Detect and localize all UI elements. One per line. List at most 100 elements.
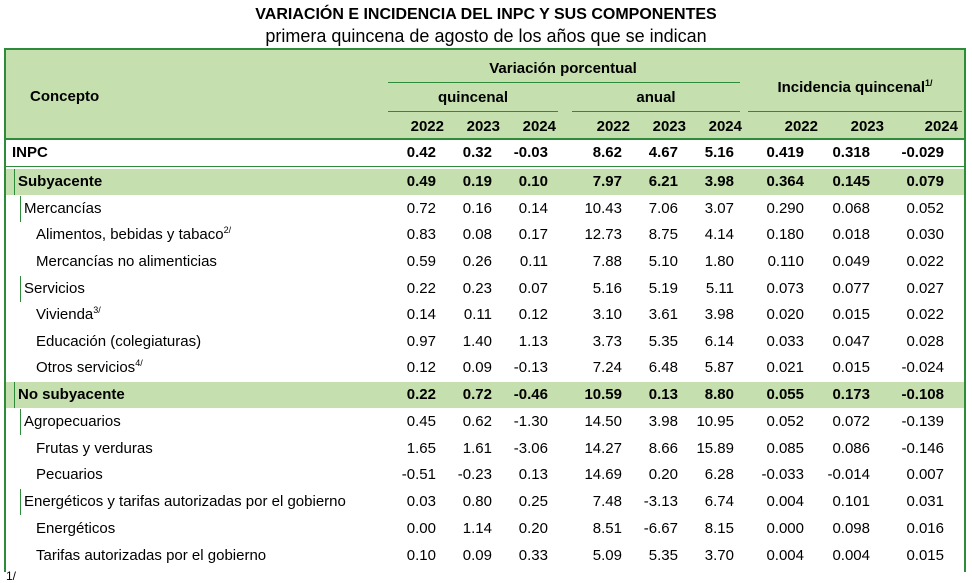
row-label: Alimentos, bebidas y tabaco2/ <box>36 225 232 244</box>
cell-value: 7.24 <box>592 359 622 376</box>
table-row: Vivienda3/0.14 0.11 0.12 3.10 3.61 3.98 0.020 0… <box>6 302 964 328</box>
cell-value: 0.17 <box>518 226 548 243</box>
cell-value: 0.110 <box>767 253 804 270</box>
cell-value: 7.06 <box>648 200 678 217</box>
year-header: 2022 <box>596 118 630 135</box>
table-row: Agropecuarios 0.45 0.62 -1.30 14.50 3.98 10.95… <box>6 409 964 435</box>
cell-value: 0.07 <box>518 280 548 297</box>
cell-value: 0.42 <box>406 144 436 161</box>
cell-value: 0.25 <box>518 493 548 510</box>
table-row: Otros servicios4/0.12 0.09 -0.13 7.24 6.48 5.… <box>6 355 964 381</box>
cell-value: 0.14 <box>406 306 436 323</box>
cell-value: 8.80 <box>704 386 734 403</box>
cell-value: 0.180 <box>766 226 804 243</box>
row-label: Vivienda3/ <box>36 305 101 324</box>
cell-value: -0.108 <box>901 386 944 403</box>
cell-value: 0.022 <box>906 306 944 323</box>
cell-value: 3.73 <box>592 333 622 350</box>
cell-value: 3.98 <box>704 306 734 323</box>
cell-value: 0.97 <box>406 333 436 350</box>
cell-value: 5.10 <box>648 253 678 270</box>
cell-value: 5.35 <box>648 547 678 564</box>
table-row: Educación (colegiaturas) 0.97 1.40 1.13 3.73… <box>6 329 964 355</box>
cell-value: 7.48 <box>592 493 622 510</box>
header-concepto: Concepto <box>30 88 100 105</box>
cell-value: 0.004 <box>832 547 870 564</box>
cell-value: 0.073 <box>766 280 804 297</box>
row-label: Energéticos <box>36 520 116 537</box>
row-label: Agropecuarios <box>24 413 121 430</box>
row-label: Mercancías no alimenticias <box>36 253 217 270</box>
cell-value: 0.077 <box>832 280 870 297</box>
cell-value: 0.72 <box>406 200 436 217</box>
cell-value: 0.016 <box>906 520 944 537</box>
group-divider <box>14 382 15 408</box>
cell-value: 10.59 <box>584 386 622 403</box>
cell-value: 0.101 <box>832 493 870 510</box>
row-label: Tarifas autorizadas por el gobierno <box>36 547 267 564</box>
cell-value: 7.88 <box>592 253 622 270</box>
table-subtitle: primera quincena de agosto de los años q… <box>265 26 707 46</box>
cell-value: 0.049 <box>832 253 870 270</box>
cell-value: 0.10 <box>518 173 548 190</box>
cell-value: 7.97 <box>592 173 622 190</box>
row-label: No subyacente <box>18 386 125 403</box>
cell-value: 0.031 <box>906 493 944 510</box>
table-body: INPC 0.42 0.32 -0.03 8.62 4.67 5.16 0.419 0.318 -… <box>4 140 966 572</box>
table-row: INPC 0.42 0.32 -0.03 8.62 4.67 5.16 0.419 0.318 -… <box>6 140 964 167</box>
cell-value: 0.022 <box>906 253 944 270</box>
cell-value: 0.290 <box>766 200 804 217</box>
cell-value: 0.004 <box>766 547 804 564</box>
footnote-marker: 1/ <box>6 569 17 583</box>
cell-value: 1.13 <box>518 333 548 350</box>
cell-value: 5.19 <box>648 280 678 297</box>
cell-value: 1.40 <box>462 333 492 350</box>
cell-value: 0.015 <box>832 306 870 323</box>
cell-value: 0.145 <box>832 173 870 190</box>
cell-value: 6.74 <box>704 493 734 510</box>
cell-value: 6.21 <box>648 173 678 190</box>
header-rule <box>572 111 740 112</box>
cell-value: 6.28 <box>704 466 734 483</box>
cell-value: -0.033 <box>761 466 804 483</box>
cell-value: 0.047 <box>832 333 870 350</box>
cell-value: 0.12 <box>406 359 436 376</box>
cell-value: 1.80 <box>704 253 734 270</box>
cell-value: 0.020 <box>766 306 804 323</box>
cell-value: 5.35 <box>648 333 678 350</box>
cell-value: 10.95 <box>696 413 734 430</box>
year-header: 2023 <box>466 118 500 135</box>
year-header: 2023 <box>652 118 686 135</box>
cell-value: -0.03 <box>513 144 548 161</box>
cell-value: 0.83 <box>406 226 436 243</box>
cell-value: 0.318 <box>832 144 870 161</box>
cell-value: -0.146 <box>901 440 944 457</box>
cell-value: 3.70 <box>704 547 734 564</box>
cell-value: 0.086 <box>832 440 870 457</box>
cell-value: 0.11 <box>463 306 492 323</box>
cell-value: 5.09 <box>592 547 622 564</box>
cell-value: 0.33 <box>518 547 548 564</box>
cell-value: 0.11 <box>519 253 548 270</box>
table-row: Pecuarios -0.51 -0.23 0.13 14.69 0.20 6.28 -0.0… <box>6 462 964 488</box>
table-row: Tarifas autorizadas por el gobierno 0.10 0… <box>6 543 964 569</box>
cell-value: 15.89 <box>696 440 734 457</box>
cell-value: -0.024 <box>901 359 944 376</box>
table-row: Servicios 0.22 0.23 0.07 5.16 5.19 5.11 0.073 0.… <box>6 276 964 302</box>
cell-value: 0.12 <box>518 306 548 323</box>
cell-value: 14.69 <box>584 466 622 483</box>
cell-value: -3.13 <box>643 493 678 510</box>
cell-value: 0.072 <box>832 413 870 430</box>
cell-value: 0.59 <box>406 253 436 270</box>
cell-value: 0.49 <box>406 173 436 190</box>
cell-value: 0.19 <box>462 173 492 190</box>
footnote-ref: 2/ <box>223 225 232 235</box>
table-row: No subyacente 0.22 0.72 -0.46 10.59 0.13 8.80 0… <box>6 382 964 408</box>
cell-value: 0.004 <box>766 493 804 510</box>
inpc-table: Concepto Variación porcentual quincenal … <box>4 48 966 572</box>
cell-value: 6.48 <box>648 359 678 376</box>
row-label: Energéticos y tarifas autorizadas por el… <box>24 493 346 510</box>
table-row: Energéticos 0.00 1.14 0.20 8.51 -6.67 8.15 0.00… <box>6 516 964 542</box>
row-label: Frutas y verduras <box>36 440 153 457</box>
cell-value: 0.62 <box>462 413 492 430</box>
